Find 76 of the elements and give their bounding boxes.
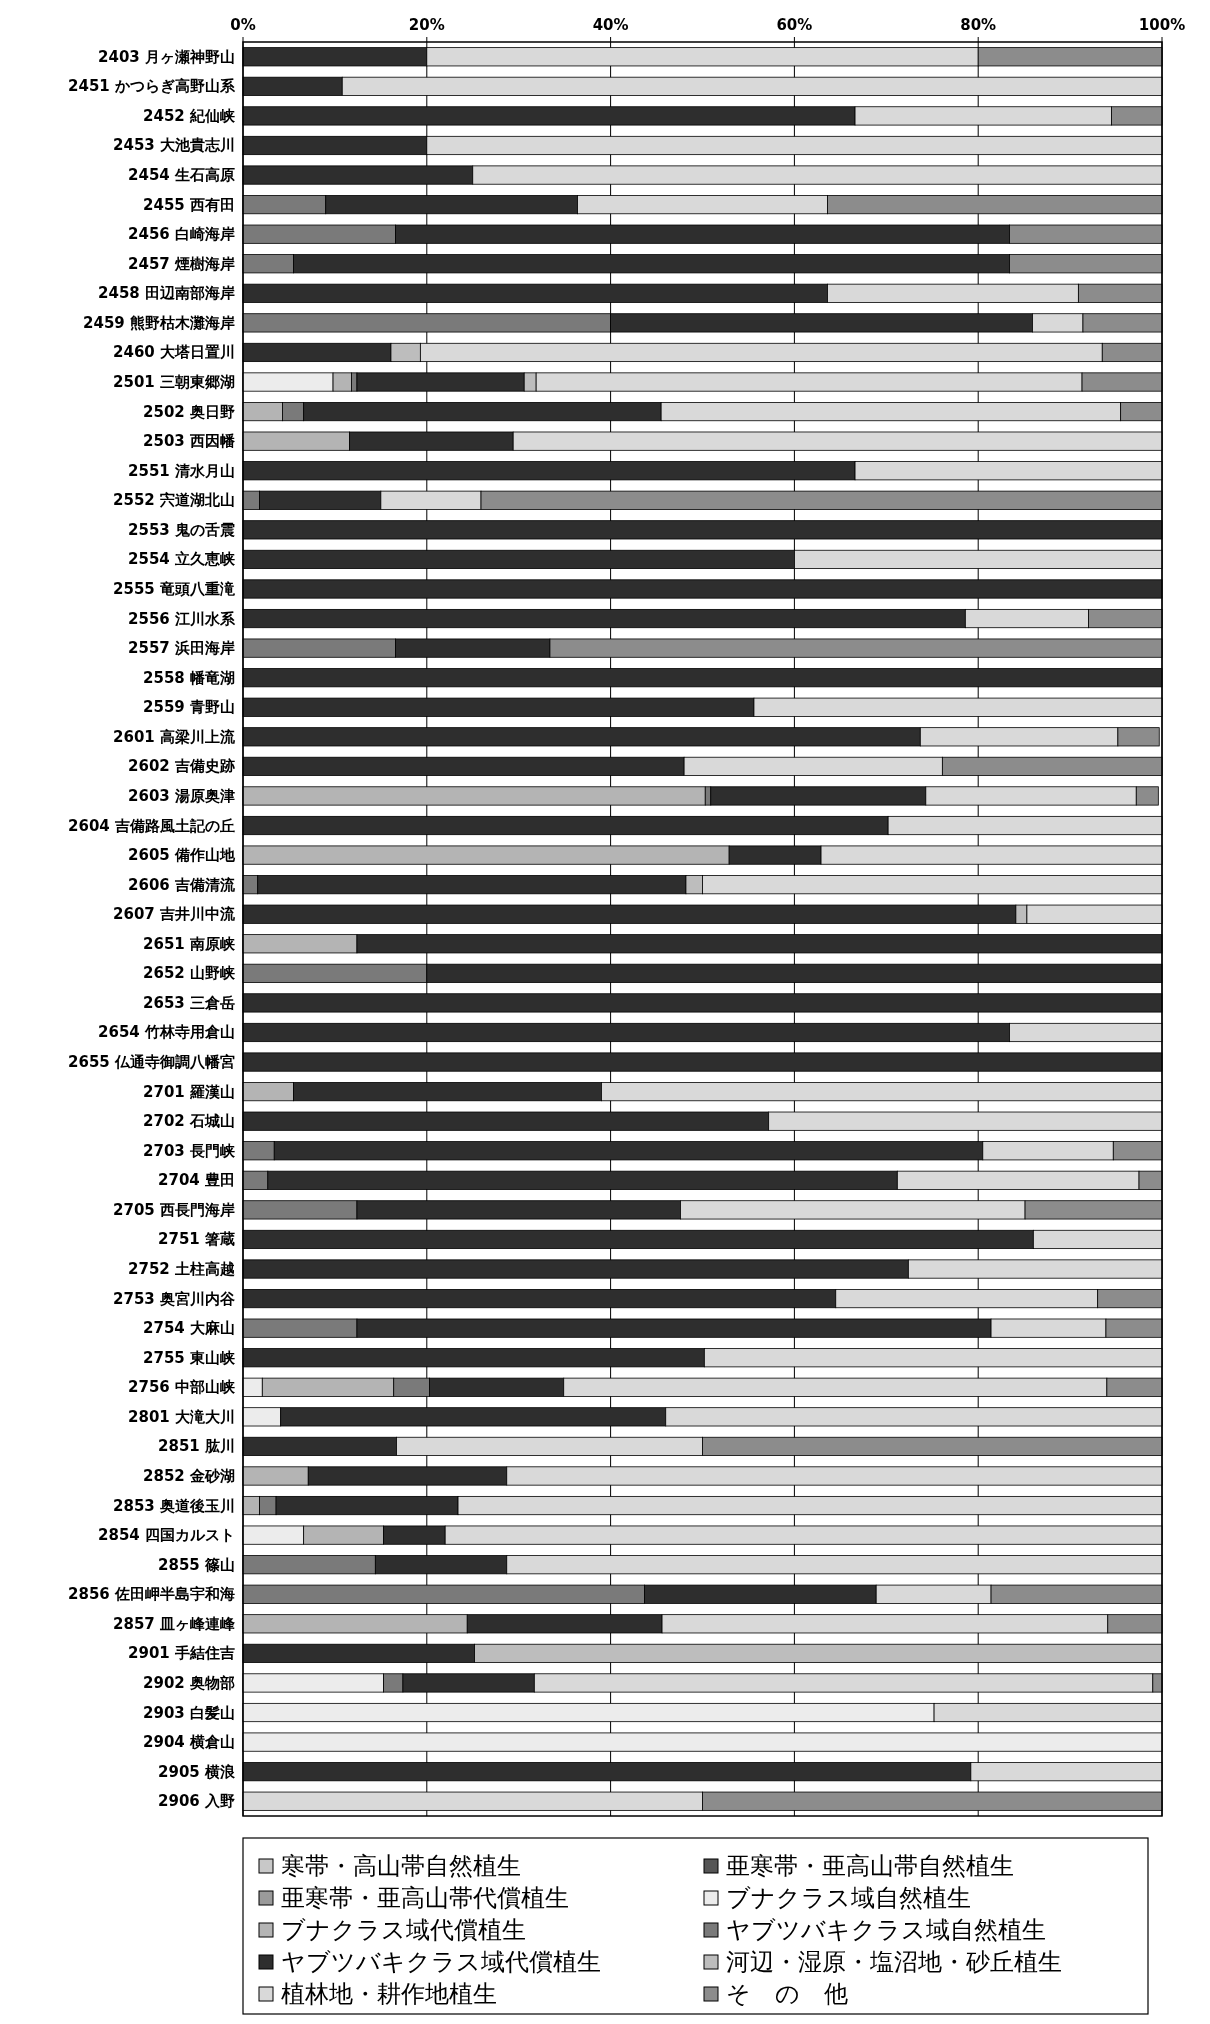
y-tick-label: 2903 白髪山 <box>143 1703 235 1722</box>
x-tick-label: 0% <box>230 16 256 34</box>
y-tick-label: 2503 西因幡 <box>143 432 236 451</box>
y-tick-label: 2452 紀仙峡 <box>143 106 236 125</box>
y-tick-label: 2454 生石高原 <box>128 166 235 185</box>
y-tick-label: 2852 金砂湖 <box>143 1466 235 1485</box>
x-tick-label: 40% <box>592 16 629 34</box>
y-tick-label: 2557 浜田海岸 <box>128 639 235 658</box>
legend-label: ヤブツバキクラス域代償植生 <box>281 1948 601 1976</box>
y-tick-label: 2451 かつらぎ高野山系 <box>68 77 236 96</box>
y-tick-label: 2458 田辺南部海岸 <box>98 284 235 303</box>
y-tick-label: 2601 高梁川上流 <box>113 727 236 746</box>
legend-label: 寒帯・高山帯自然植生 <box>281 1852 521 1880</box>
y-tick-label: 2901 手結住吉 <box>128 1644 235 1663</box>
legend-label: 河辺・湿原・塩沼地・砂丘植生 <box>726 1948 1062 1976</box>
y-tick-label: 2906 入野 <box>158 1792 235 1811</box>
y-tick-label: 2606 吉備清流 <box>128 875 236 894</box>
y-tick-label: 2705 西長門海岸 <box>113 1200 235 1219</box>
y-tick-label: 2605 備作山地 <box>128 846 236 865</box>
y-tick-label: 2651 南原峡 <box>143 934 236 953</box>
y-tick-label: 2853 奥道後玉川 <box>113 1496 235 1515</box>
y-tick-label: 2753 奥宮川内谷 <box>113 1289 236 1308</box>
y-tick-label: 2403 月ヶ瀬神野山 <box>98 47 235 66</box>
y-tick-label: 2857 皿ヶ峰連峰 <box>113 1614 236 1633</box>
y-tick-label: 2854 四国カルスト <box>98 1526 235 1545</box>
y-tick-label: 2603 湯原奥津 <box>128 786 235 805</box>
y-tick-label: 2754 大麻山 <box>143 1319 235 1338</box>
y-tick-label: 2460 大塔日置川 <box>113 343 235 362</box>
legend-label: 植林地・耕作地植生 <box>281 1980 497 2008</box>
y-tick-label: 2556 江川水系 <box>128 609 236 628</box>
y-tick-label: 2456 白崎海岸 <box>128 225 235 244</box>
y-tick-label: 2703 長門峡 <box>143 1141 236 1160</box>
x-tick-label: 20% <box>408 16 445 34</box>
y-tick-label: 2751 箸蔵 <box>158 1230 235 1249</box>
y-tick-label: 2755 東山峡 <box>143 1348 236 1367</box>
y-tick-label: 2652 山野峡 <box>143 964 236 983</box>
legend-label: 亜寒帯・亜高山帯代償植生 <box>281 1884 569 1912</box>
y-tick-label: 2453 大池貴志川 <box>113 136 235 155</box>
y-tick-label: 2551 清水月山 <box>128 461 235 480</box>
y-tick-label: 2559 青野山 <box>143 698 235 717</box>
y-tick-label: 2702 石城山 <box>143 1112 235 1131</box>
y-tick-label: 2851 肱川 <box>158 1437 235 1456</box>
y-tick-label: 2855 篠山 <box>158 1555 235 1574</box>
y-tick-label: 2654 竹林寺用倉山 <box>98 1023 235 1042</box>
y-tick-label: 2902 奥物部 <box>143 1673 235 1692</box>
y-tick-label: 2459 熊野枯木灘海岸 <box>83 313 235 332</box>
y-tick-label: 2553 鬼の舌震 <box>128 520 235 539</box>
y-tick-label: 2457 煙樹海岸 <box>128 254 235 273</box>
y-tick-label: 2904 横倉山 <box>143 1733 235 1752</box>
legend-label: ブナクラス域自然植生 <box>726 1884 971 1912</box>
y-tick-label: 2905 横浪 <box>158 1762 236 1781</box>
y-tick-label: 2554 立久恵峡 <box>128 550 236 569</box>
y-tick-label: 2558 幡竜湖 <box>143 668 235 687</box>
y-tick-label: 2501 三朝東郷湖 <box>113 373 235 392</box>
y-tick-label: 2752 土柱高越 <box>128 1260 235 1279</box>
y-tick-label: 2607 吉井川中流 <box>113 905 236 924</box>
y-tick-label: 2856 佐田岬半島宇和海 <box>68 1585 235 1604</box>
y-tick-label: 2704 豊田 <box>158 1171 235 1190</box>
y-tick-label: 2756 中部山峡 <box>128 1378 236 1397</box>
x-tick-label: 100% <box>1138 16 1186 34</box>
legend-label: ヤブツバキクラス域自然植生 <box>726 1916 1046 1944</box>
y-tick-label: 2455 西有田 <box>143 195 235 214</box>
y-tick-label: 2502 奥日野 <box>143 402 235 421</box>
y-tick-label: 2801 大滝大川 <box>128 1407 235 1426</box>
y-tick-label: 2655 仏通寺御調八幡宮 <box>68 1053 235 1072</box>
y-tick-label: 2604 吉備路風土記の丘 <box>68 816 235 835</box>
legend-label: そ の 他 <box>726 1980 848 2008</box>
x-tick-label: 60% <box>776 16 813 34</box>
y-tick-label: 2653 三倉岳 <box>143 993 235 1012</box>
legend-label: 亜寒帯・亜高山帯自然植生 <box>726 1852 1014 1880</box>
y-tick-label: 2701 羅漢山 <box>143 1082 235 1101</box>
y-tick-label: 2602 吉備史跡 <box>128 757 235 776</box>
y-tick-label: 2555 竜頭八重滝 <box>113 579 236 598</box>
y-tick-label: 2552 宍道湖北山 <box>113 491 235 510</box>
x-tick-label: 80% <box>960 16 997 34</box>
legend-label: ブナクラス域代償植生 <box>281 1916 526 1944</box>
